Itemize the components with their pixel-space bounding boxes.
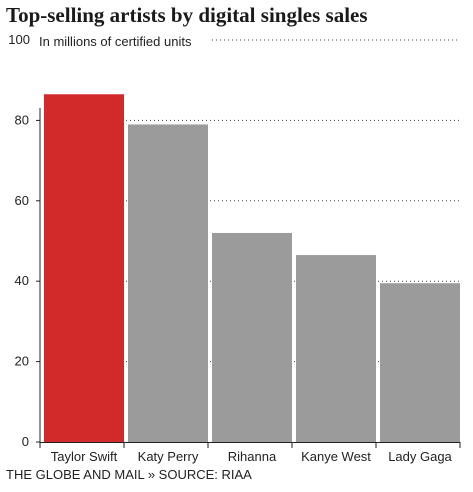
bar-taylor-swift [44, 94, 124, 443]
bar-kanye-west [296, 255, 376, 442]
x-tick-label: Katy Perry [138, 449, 199, 464]
y-tick-label: 60 [15, 193, 29, 208]
y-tick-label: 0 [22, 434, 29, 449]
bar-rihanna [212, 232, 292, 442]
source-credit: THE GLOBE AND MAIL » SOURCE: RIAA [6, 467, 252, 482]
axes: 0 20 40 60 80 100 Taylor Swift Katy Perry Rihann… [8, 32, 461, 464]
y-tick-label: 80 [15, 112, 29, 127]
bar-katy-perry [128, 124, 208, 443]
x-tick-label: Taylor Swift [51, 449, 118, 464]
bar-lady-gaga [380, 283, 460, 442]
y-tick-label: 40 [15, 273, 29, 288]
chart-subtitle: In millions of certified units [39, 34, 192, 49]
bars [44, 94, 460, 443]
chart-title: Top-selling artists by digital singles s… [6, 3, 368, 27]
x-tick-label: Lady Gaga [388, 449, 452, 464]
y-tick-label: 100 [8, 32, 30, 47]
x-tick-label: Kanye West [301, 449, 371, 464]
x-tick-label: Rihanna [228, 449, 277, 464]
y-tick-label: 20 [15, 354, 29, 369]
